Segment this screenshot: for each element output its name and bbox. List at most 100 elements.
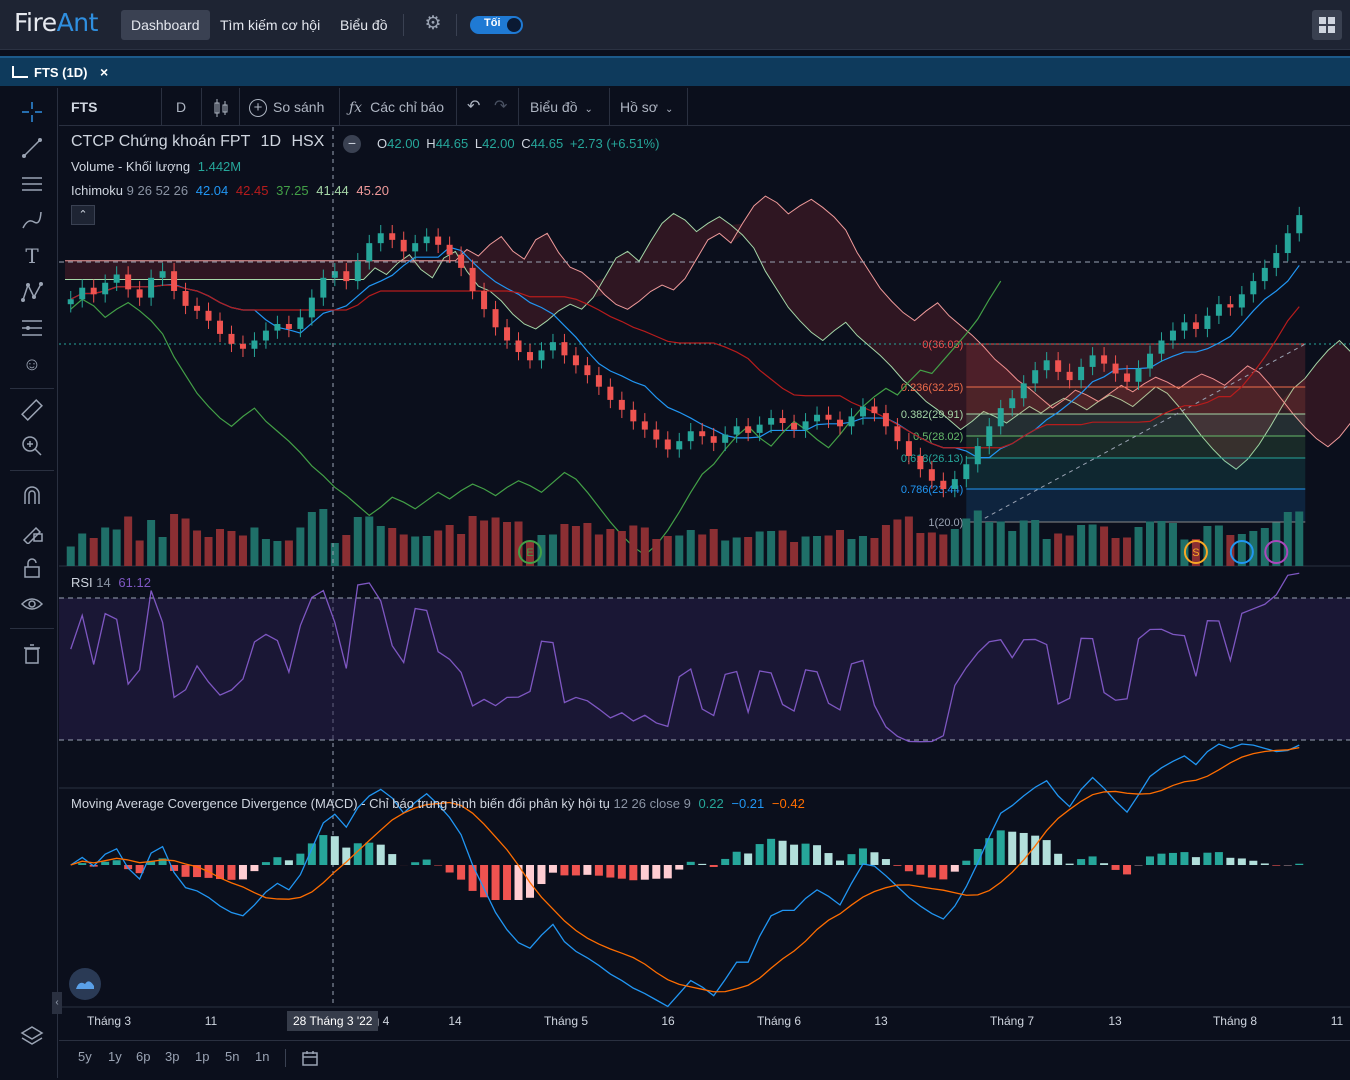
candle-body xyxy=(1169,330,1176,341)
macd-histogram-bar xyxy=(640,865,649,880)
range-1m[interactable]: 1p xyxy=(195,1049,210,1064)
profile-menu-button[interactable]: Hồ sơ ⌄ xyxy=(620,88,673,126)
macd-histogram-bar xyxy=(1157,853,1166,865)
candle-body xyxy=(435,236,442,245)
horizontal-lines-icon[interactable] xyxy=(20,172,44,196)
ruler-icon[interactable] xyxy=(20,398,44,422)
range-bar: 5y 1y 6p 3p 1p 5n 1n xyxy=(59,1040,1350,1076)
candle-body xyxy=(1066,371,1073,381)
candle-body xyxy=(446,244,453,255)
macd-histogram-bar xyxy=(514,865,523,900)
volume-bar xyxy=(836,530,844,566)
macd-line xyxy=(70,743,1300,1008)
candle-body xyxy=(1078,366,1085,381)
nav-charts[interactable]: Biểu đồ xyxy=(340,17,388,33)
macd-histogram-bar xyxy=(1226,857,1235,865)
nav-opportunity-search[interactable]: Tìm kiếm cơ hội xyxy=(220,17,321,33)
layers-icon[interactable] xyxy=(20,1024,44,1048)
macd-histogram-bar xyxy=(457,865,466,880)
eye-icon[interactable] xyxy=(20,592,44,616)
low-value: 42.00 xyxy=(482,136,515,151)
macd-signal-line xyxy=(70,747,1300,993)
volume-bar xyxy=(801,536,810,566)
ichimoku-base-line xyxy=(70,284,1300,449)
candle-body xyxy=(814,414,821,422)
macd-histogram-bar xyxy=(445,865,454,873)
time-axis-label: Tháng 6 xyxy=(756,1014,802,1028)
fireant-logo[interactable]: FireAnt xyxy=(14,8,98,37)
range-5y[interactable]: 5y xyxy=(78,1049,92,1064)
macd-histogram-bar xyxy=(78,863,87,865)
brush-icon[interactable] xyxy=(20,208,44,232)
candle-body xyxy=(1296,215,1303,234)
fireant-watermark-icon[interactable] xyxy=(69,968,101,1000)
volume-bar xyxy=(1077,525,1086,566)
candle-body xyxy=(1112,363,1119,374)
candle-body xyxy=(389,233,396,240)
candle-type-icon[interactable] xyxy=(212,88,230,126)
range-6m[interactable]: 6p xyxy=(136,1049,151,1064)
emoji-icon[interactable]: ☺ xyxy=(22,354,42,374)
chart-menu-button[interactable]: Biểu đồ ⌄ xyxy=(530,88,593,126)
compare-button[interactable]: + So sánh xyxy=(249,88,324,126)
macd-params: 12 26 close 9 xyxy=(613,796,691,811)
indicators-button[interactable]: ƒx Các chỉ báo xyxy=(349,88,444,126)
volume-bar xyxy=(583,523,592,566)
macd-histogram-bar xyxy=(824,853,833,865)
lock-drawing-icon[interactable] xyxy=(20,520,44,546)
time-axis-label: 13 xyxy=(1108,1014,1122,1028)
magnet-icon[interactable] xyxy=(20,484,44,508)
interval-button[interactable]: D xyxy=(176,99,187,115)
collapse-legend-button[interactable]: − xyxy=(343,135,361,153)
candle-body xyxy=(859,406,866,417)
redo-icon[interactable]: ↷ xyxy=(494,98,508,115)
volume-bar xyxy=(1042,539,1051,566)
macd-histogram-bar xyxy=(1249,860,1258,865)
toolbar-divider xyxy=(609,88,610,126)
macd-histogram-bar xyxy=(813,845,822,865)
macd-histogram-bar xyxy=(1123,865,1132,875)
collapse-sidebar-button[interactable]: ‹ xyxy=(52,992,62,1014)
fib-zone xyxy=(966,414,1306,436)
ichimoku-params: 9 26 52 26 xyxy=(126,183,189,198)
macd-histogram-bar xyxy=(1146,856,1154,865)
chevron-up-icon[interactable]: ⌃ xyxy=(71,205,95,225)
gear-icon[interactable]: ⚙ xyxy=(424,13,442,34)
chart-area[interactable]: 0(36.03) 0.236(32.25) 0.382(29.91) 0.5(28.0… xyxy=(59,127,1350,1038)
candle-body xyxy=(113,274,120,283)
volume-bar xyxy=(548,534,557,566)
volume-bar xyxy=(319,509,328,566)
candle-body xyxy=(400,239,407,252)
chart-canvas[interactable]: 0(36.03) 0.236(32.25) 0.382(29.91) 0.5(28.0… xyxy=(59,127,1350,1038)
text-tool-icon[interactable]: T xyxy=(25,244,39,268)
volume-bar xyxy=(1065,535,1074,566)
chart-tab[interactable]: FTS (1D) xyxy=(12,65,87,80)
macd-histogram-bar xyxy=(216,865,224,880)
range-3m[interactable]: 3p xyxy=(165,1049,180,1064)
fib-retracement-icon[interactable] xyxy=(20,316,44,340)
nav-dashboard[interactable]: Dashboard xyxy=(121,10,210,40)
candle-body xyxy=(584,365,591,376)
macd-histogram-bar xyxy=(755,844,764,865)
close-icon[interactable]: × xyxy=(100,64,109,80)
macd-histogram-bar xyxy=(227,865,236,880)
volume-value: 1.442M xyxy=(197,159,242,174)
trend-line-icon[interactable] xyxy=(20,136,44,160)
undo-icon[interactable]: ↶ xyxy=(467,98,481,115)
crosshair-icon[interactable] xyxy=(20,100,44,124)
range-1y[interactable]: 1y xyxy=(108,1049,122,1064)
theme-toggle[interactable]: Tối xyxy=(470,16,523,34)
zoom-in-icon[interactable] xyxy=(20,434,44,458)
macd-histogram-bar xyxy=(721,858,730,865)
pattern-icon[interactable] xyxy=(20,280,44,304)
range-5d[interactable]: 5n xyxy=(225,1049,240,1064)
toggle-knob xyxy=(507,18,521,32)
low-label: L xyxy=(474,136,483,151)
layout-grid-icon[interactable] xyxy=(1312,10,1342,40)
range-1d[interactable]: 1n xyxy=(255,1049,270,1064)
unlock-icon[interactable] xyxy=(20,556,44,580)
calendar-icon[interactable] xyxy=(301,1049,319,1070)
symbol-input[interactable]: FTS xyxy=(71,99,98,115)
trash-icon[interactable] xyxy=(20,642,44,666)
